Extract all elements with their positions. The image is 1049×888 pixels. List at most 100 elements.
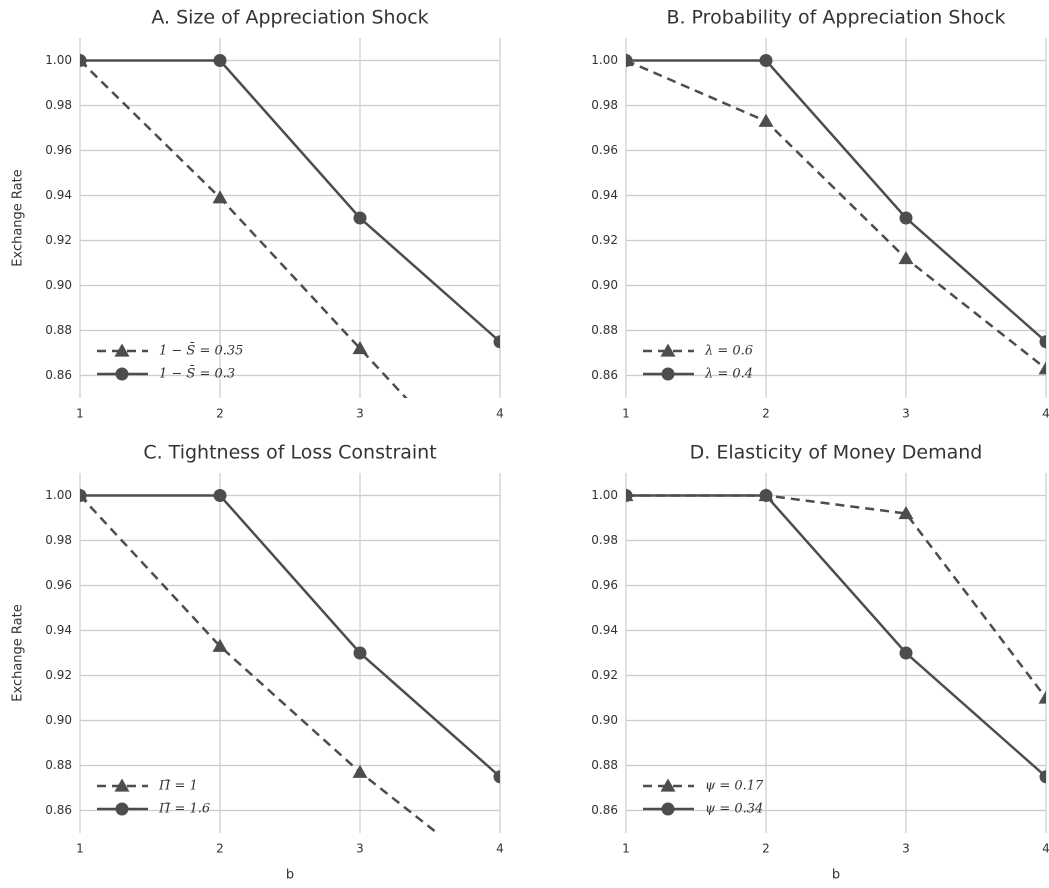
y-tick-label: 0.98 <box>45 98 72 112</box>
subplot: 0.86 0.88 0.90 0.92 0.94 0.96 0.98 1.00 1 2 3 4 D. E… <box>591 442 1049 883</box>
legend-entry: λ = 0.4 <box>643 367 753 382</box>
series-line <box>626 494 1046 778</box>
x-tick-label: 4 <box>496 407 504 421</box>
y-tick-label: 0.88 <box>45 758 72 772</box>
legend-entry: 1 − S̄ = 0.3 <box>97 365 235 382</box>
marker <box>213 54 227 67</box>
marker <box>661 802 675 816</box>
x-tick-label: 1 <box>76 842 84 856</box>
legend-entry: Π̄ = 1.6 <box>97 802 210 817</box>
y-tick-label: 0.88 <box>45 323 72 337</box>
marker <box>212 190 228 204</box>
y-tick-label: 1.00 <box>45 488 72 502</box>
y-tick-label: 0.98 <box>45 533 72 547</box>
y-tick-label: 0.88 <box>591 323 618 337</box>
y-tick-label: 0.94 <box>591 188 618 202</box>
y-tick-label: 0.96 <box>45 143 72 157</box>
y-tick-label: 0.86 <box>591 803 618 817</box>
marker <box>80 489 87 502</box>
x-tick-label: 3 <box>356 407 364 421</box>
marker <box>758 113 774 127</box>
x-axis-label: b <box>832 868 840 883</box>
marker <box>759 489 773 502</box>
y-tick-label: 0.96 <box>591 143 618 157</box>
y-axis-label: Exchange Rate <box>11 604 26 701</box>
legend-entry: Π̄ = 1 <box>97 778 198 794</box>
marker <box>493 770 500 784</box>
y-tick-label: 0.92 <box>591 668 618 682</box>
plot-area <box>626 488 1046 784</box>
subplot-title: A. Size of Appreciation Shock <box>151 7 428 29</box>
marker <box>353 646 367 660</box>
y-tick-label: 1.00 <box>45 53 72 67</box>
legend-label: ψ = 0.17 <box>705 779 764 794</box>
y-tick-label: 0.86 <box>45 368 72 382</box>
marker <box>660 343 676 357</box>
series-line <box>80 59 500 343</box>
y-tick-label: 0.86 <box>591 368 618 382</box>
marker <box>1039 335 1046 349</box>
x-tick-label: 2 <box>762 842 770 856</box>
series-line <box>80 494 500 778</box>
legend-entry: λ = 0.6 <box>643 343 753 359</box>
marker <box>114 778 130 792</box>
subplot-title: C. Tightness of Loss Constraint <box>143 442 436 464</box>
y-tick-label: 0.92 <box>45 668 72 682</box>
y-tick-label: 0.90 <box>45 713 72 727</box>
marker <box>115 367 129 381</box>
x-tick-label: 4 <box>1042 842 1049 856</box>
marker <box>493 875 508 888</box>
marker <box>626 489 633 502</box>
y-tick-label: 0.86 <box>45 803 72 817</box>
x-tick-label: 2 <box>762 407 770 421</box>
legend-label: λ = 0.6 <box>704 344 753 359</box>
legend-label: λ = 0.4 <box>704 367 753 382</box>
marker <box>899 211 913 225</box>
legend-label: 1 − S̄ = 0.35 <box>159 342 243 358</box>
series-line <box>80 59 408 398</box>
subplot: 0.86 0.88 0.90 0.92 0.94 0.96 0.98 1.00 1 2 3 4 A. S… <box>11 7 504 421</box>
marker <box>899 646 913 660</box>
legend-entry: ψ = 0.34 <box>643 802 763 817</box>
x-tick-label: 2 <box>216 842 224 856</box>
marker <box>759 54 773 67</box>
marker <box>661 367 675 381</box>
marker <box>898 506 914 520</box>
marker <box>1038 361 1046 375</box>
y-tick-label: 0.98 <box>591 98 618 112</box>
marker <box>898 251 914 265</box>
x-tick-label: 3 <box>356 842 364 856</box>
series-line <box>626 59 1046 370</box>
series-line <box>626 494 1046 699</box>
plot-area <box>80 488 508 888</box>
legend-label: 1 − S̄ = 0.3 <box>159 365 235 381</box>
marker <box>626 54 633 67</box>
y-tick-label: 0.98 <box>591 533 618 547</box>
marker <box>353 211 367 225</box>
plot-area <box>80 53 500 398</box>
series-line <box>626 59 1046 343</box>
y-tick-label: 0.96 <box>591 578 618 592</box>
y-tick-label: 0.94 <box>45 188 72 202</box>
x-tick-label: 3 <box>902 842 910 856</box>
y-tick-label: 0.92 <box>591 233 618 247</box>
legend-label: Π̄ = 1 <box>158 779 198 794</box>
marker <box>1038 690 1046 704</box>
y-axis-label: Exchange Rate <box>11 169 26 266</box>
y-tick-label: 0.90 <box>591 278 618 292</box>
x-tick-label: 1 <box>622 407 630 421</box>
subplot-title: B. Probability of Appreciation Shock <box>666 7 1005 29</box>
legend-entry: 1 − S̄ = 0.35 <box>97 342 243 359</box>
y-tick-label: 0.88 <box>591 758 618 772</box>
plot-area <box>626 53 1046 375</box>
marker <box>213 489 227 502</box>
y-tick-label: 0.90 <box>45 278 72 292</box>
y-tick-label: 0.94 <box>591 623 618 637</box>
y-tick-label: 0.94 <box>45 623 72 637</box>
series-line <box>80 494 440 833</box>
x-tick-label: 2 <box>216 407 224 421</box>
subplot-title: D. Elasticity of Money Demand <box>690 442 983 464</box>
legend-entry: ψ = 0.17 <box>643 778 764 794</box>
y-tick-label: 0.90 <box>591 713 618 727</box>
